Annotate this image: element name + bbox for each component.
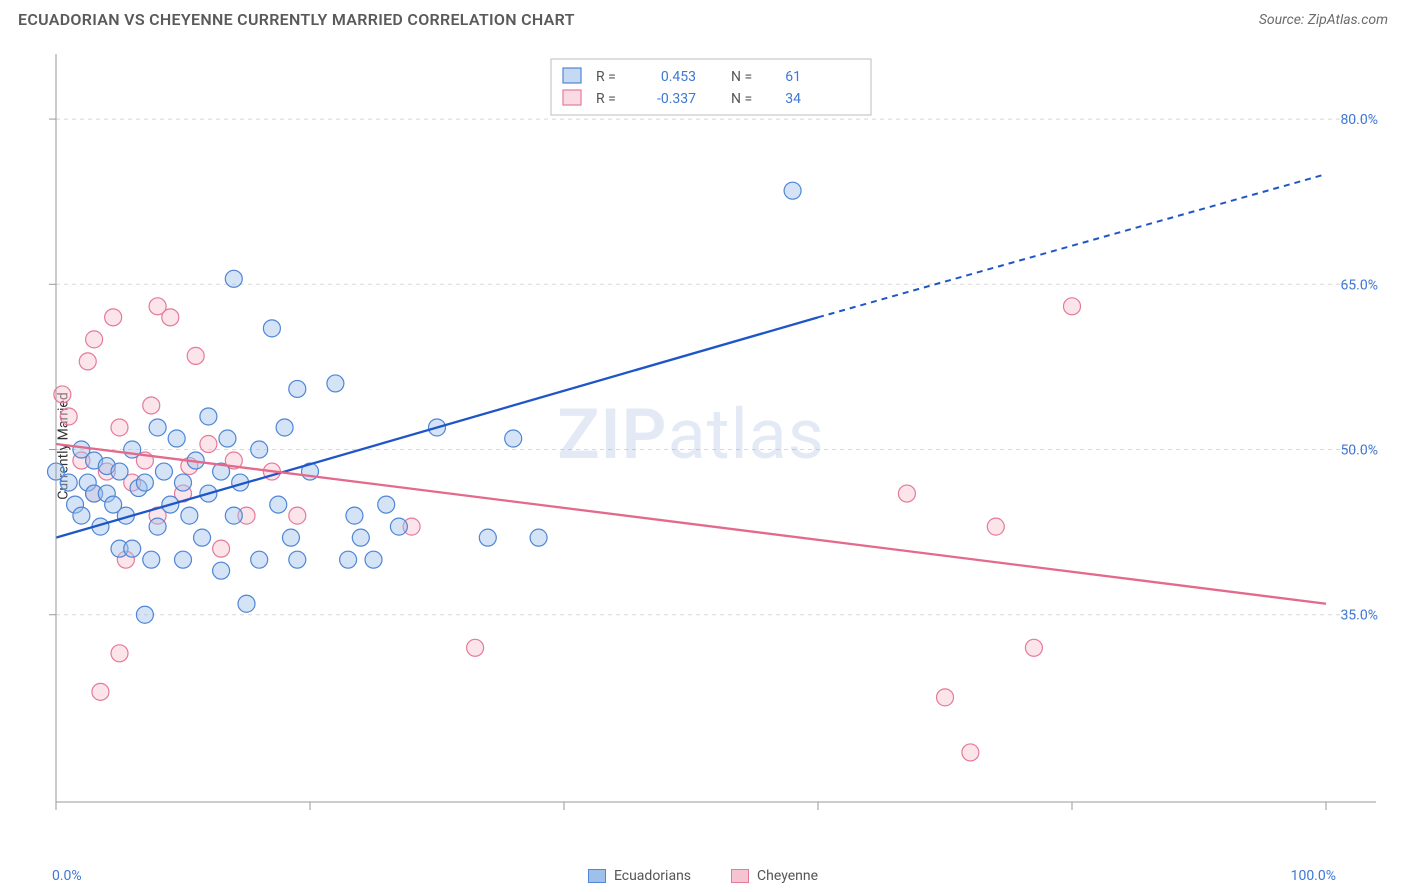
bottom-legend: Ecuadorians Cheyenne [0, 868, 1406, 884]
svg-text:-0.337: -0.337 [657, 91, 696, 107]
source-attribution: Source: ZipAtlas.com [1259, 12, 1388, 28]
legend-swatch-icon [731, 869, 749, 883]
svg-text:R =: R = [596, 69, 616, 85]
svg-text:61: 61 [785, 69, 801, 85]
svg-text:0.453: 0.453 [661, 69, 696, 85]
chart-title: ECUADORIAN VS CHEYENNE CURRENTLY MARRIED… [18, 10, 575, 29]
svg-text:N =: N = [731, 69, 752, 85]
legend-swatch-icon [588, 869, 606, 883]
legend-label: Cheyenne [757, 868, 818, 884]
legend-item-ecuadorians: Ecuadorians [588, 868, 691, 884]
svg-text:80.0%: 80.0% [1340, 112, 1378, 128]
chart-header: ECUADORIAN VS CHEYENNE CURRENTLY MARRIED… [0, 0, 1406, 35]
legend-label: Ecuadorians [614, 868, 691, 884]
svg-text:N =: N = [731, 91, 752, 107]
plot-area: 35.0% 50.0% 65.0% 80.0% ZIPatlas R = 0.453 N = 6… [46, 44, 1388, 842]
svg-text:R =: R = [596, 91, 616, 107]
legend-item-cheyenne: Cheyenne [731, 868, 818, 884]
svg-text:ZIPatlas: ZIPatlas [557, 394, 825, 476]
svg-text:65.0%: 65.0% [1340, 277, 1378, 293]
svg-text:50.0%: 50.0% [1340, 443, 1378, 459]
scatter-chart: 35.0% 50.0% 65.0% 80.0% ZIPatlas R = 0.453 N = 6… [46, 44, 1388, 834]
svg-text:34: 34 [785, 91, 801, 107]
svg-text:35.0%: 35.0% [1340, 608, 1378, 624]
